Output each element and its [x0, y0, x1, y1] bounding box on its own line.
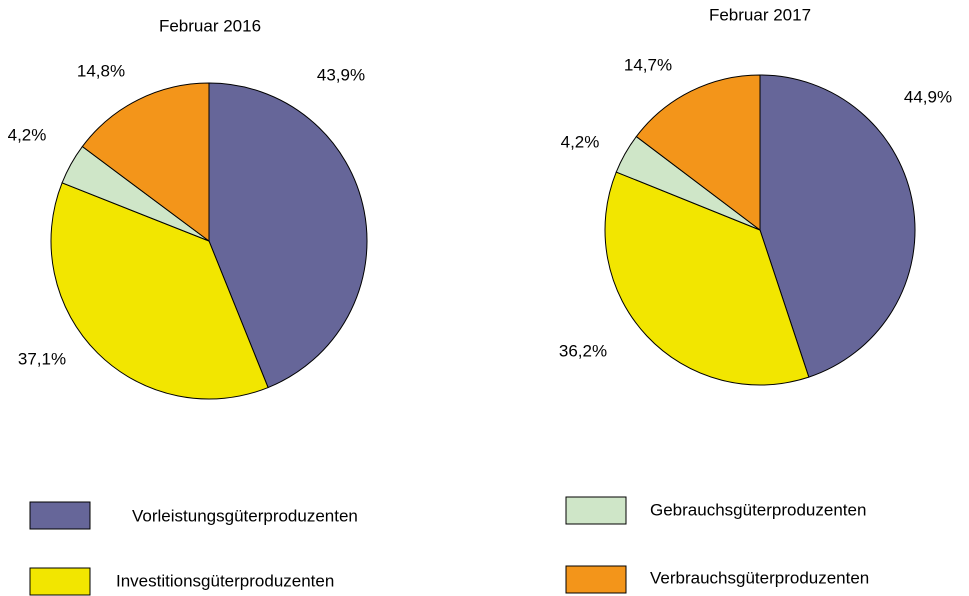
pie-slice — [208, 82, 368, 389]
legend-swatch — [565, 565, 627, 594]
legend-label: Gebrauchsgüterproduzenten — [650, 500, 866, 519]
pie-slice — [759, 74, 916, 378]
data-label: 14,8% — [77, 61, 125, 80]
pie-slice — [635, 74, 761, 232]
data-label: 36,2% — [559, 341, 607, 360]
data-label: 14,7% — [624, 55, 672, 74]
legend-label: Vorleistungsgüterproduzenten — [132, 506, 358, 525]
pie-slice — [604, 171, 810, 386]
data-label: 4,2% — [8, 125, 47, 144]
data-label: 43,9% — [317, 65, 365, 84]
legend-label: Investitionsgüterproduzenten — [116, 571, 334, 590]
data-label: 44,9% — [904, 87, 952, 106]
data-label: 4,2% — [561, 132, 600, 151]
chart-title: Februar 2016 — [159, 16, 261, 35]
legend-label: Verbrauchsgüterproduzenten — [650, 568, 869, 587]
pie-slice — [81, 82, 210, 242]
data-label: 37,1% — [18, 349, 66, 368]
chart-title: Februar 2017 — [709, 5, 811, 24]
legend-swatch — [29, 501, 91, 530]
legend-swatch — [565, 496, 627, 525]
legend-swatch — [29, 567, 91, 596]
pie-slice — [50, 182, 269, 400]
